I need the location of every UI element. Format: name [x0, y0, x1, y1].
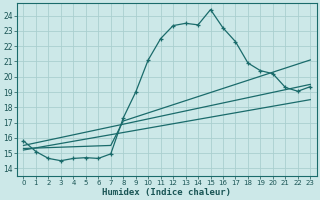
X-axis label: Humidex (Indice chaleur): Humidex (Indice chaleur) [102, 188, 231, 197]
